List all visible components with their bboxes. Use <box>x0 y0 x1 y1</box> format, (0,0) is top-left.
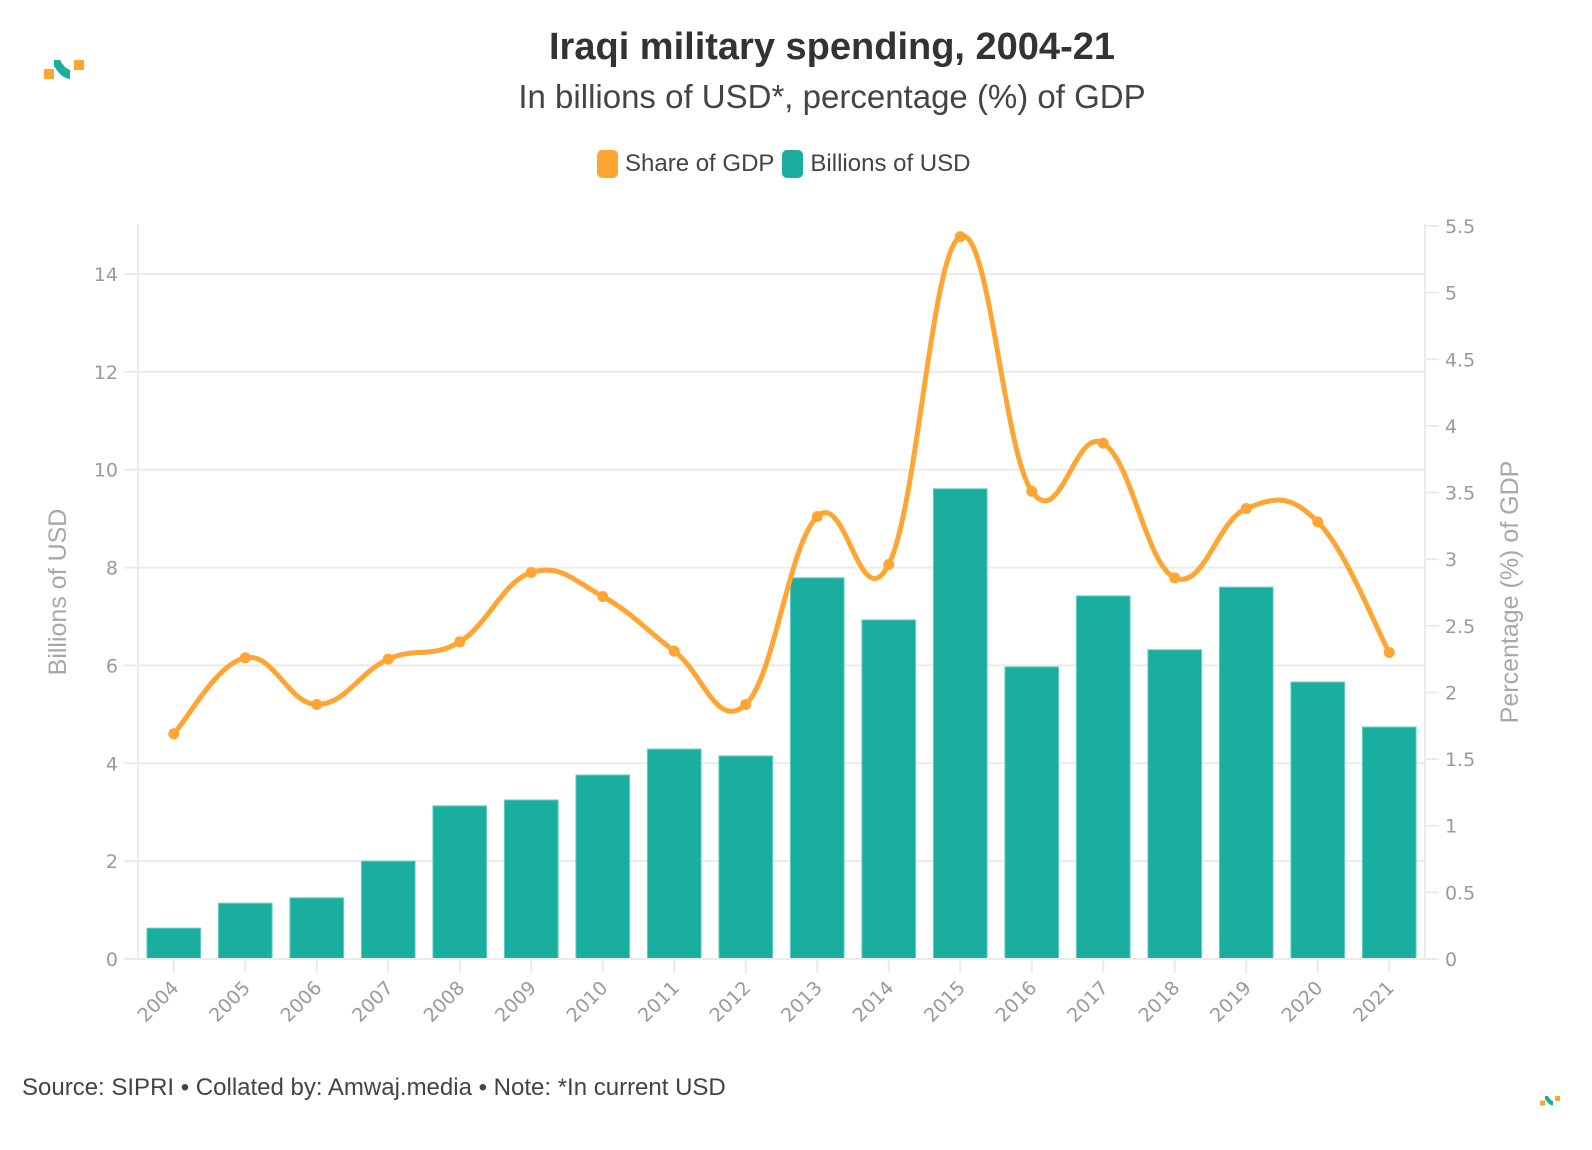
share-of-gdp-line <box>171 233 1392 737</box>
y2-tick-label: 0 <box>1445 949 1457 971</box>
x-tick-label: 2005 <box>205 977 255 1027</box>
point-2015 <box>954 231 966 243</box>
point-2011 <box>668 645 680 657</box>
point-2019 <box>1240 503 1252 515</box>
x-tick-label: 2017 <box>1063 977 1113 1027</box>
y-tick-label: 2 <box>106 851 118 873</box>
bar-2016 <box>1004 666 1060 960</box>
x-tick-label: 2016 <box>992 977 1042 1027</box>
x-tick-label: 2011 <box>634 977 684 1027</box>
y-axis-title: Billions of USD <box>44 509 72 676</box>
y-tick-label: 4 <box>106 753 118 775</box>
legend: Share of GDP Billions of USD <box>597 150 978 178</box>
y-tick-label: 10 <box>94 460 118 482</box>
y2-tick-label: 1.5 <box>1445 749 1475 771</box>
bar-2009 <box>503 799 559 960</box>
x-tick-label: 2015 <box>920 977 970 1027</box>
point-2005 <box>239 652 251 664</box>
y2-tick-label: 2 <box>1445 682 1457 704</box>
bar-2019 <box>1218 586 1274 960</box>
point-2016 <box>1026 485 1038 497</box>
chart-subtitle: In billions of USD*, percentage (%) of G… <box>518 78 1146 115</box>
bar-2012 <box>718 755 774 960</box>
point-2018 <box>1169 572 1181 584</box>
point-2017 <box>1097 437 1109 449</box>
x-tick-label: 2010 <box>563 977 613 1027</box>
x-tick-label: 2021 <box>1349 977 1399 1027</box>
legend-swatch-orange-icon <box>597 150 618 178</box>
legend-label: Billions of USD <box>810 150 971 177</box>
bar-2005 <box>217 902 273 960</box>
y2-tick-label: 3 <box>1445 549 1457 571</box>
bar-2014 <box>861 619 917 960</box>
y2-tick-label: 4 <box>1445 416 1457 438</box>
y2-tick-label: 4.5 <box>1445 349 1475 371</box>
x-tick-label: 2004 <box>134 977 184 1027</box>
point-2009 <box>525 567 537 579</box>
y-tick-label: 14 <box>94 264 118 286</box>
point-2004 <box>168 728 180 740</box>
legend-label: Share of GDP <box>625 150 775 177</box>
x-tick-label: 2012 <box>706 977 756 1027</box>
y2-axis-title: Percentage (%) of GDP <box>1496 461 1524 724</box>
x-tick-label: 2013 <box>777 977 827 1027</box>
y2-tick-label: 0.5 <box>1445 882 1475 904</box>
bar-2010 <box>575 774 631 960</box>
x-tick-label: 2007 <box>348 977 398 1027</box>
legend-item-share-of-gdp[interactable]: Share of GDP <box>597 150 774 178</box>
amwaj-logo-icon <box>44 60 84 79</box>
bar-series <box>146 488 1417 960</box>
point-2014 <box>883 559 895 571</box>
bar-2015 <box>932 488 988 960</box>
source-note: Source: SIPRI • Collated by: Amwaj.media… <box>22 1074 726 1101</box>
gridlines <box>138 273 1425 863</box>
point-2021 <box>1383 646 1395 658</box>
point-2020 <box>1312 516 1324 528</box>
point-2013 <box>811 511 823 523</box>
bar-2017 <box>1075 595 1131 960</box>
legend-swatch-teal-icon <box>782 150 804 178</box>
bar-2013 <box>789 577 845 960</box>
x-tick-label: 2006 <box>277 977 327 1027</box>
legend-item-billions-of-usd[interactable]: Billions of USD <box>782 150 970 178</box>
y-tick-label: 12 <box>94 362 118 384</box>
bar-2004 <box>146 927 202 960</box>
bar-2021 <box>1361 726 1417 960</box>
x-tick-label: 2008 <box>420 977 470 1027</box>
bar-2007 <box>360 860 416 960</box>
line-series <box>168 231 1395 740</box>
y2-tick-label: 1 <box>1445 816 1457 838</box>
point-2012 <box>740 698 752 710</box>
point-2008 <box>454 636 466 648</box>
y2-tick-label: 5.5 <box>1445 216 1475 238</box>
bar-2018 <box>1147 649 1203 960</box>
y2-tick-label: 5 <box>1445 283 1457 305</box>
bar-2008 <box>432 805 488 960</box>
y2-tick-label: 3.5 <box>1445 483 1475 505</box>
amwaj-logo-small-icon <box>1540 1096 1560 1106</box>
point-2007 <box>382 653 394 665</box>
x-tick-label: 2020 <box>1278 977 1328 1027</box>
bar-2011 <box>646 748 702 960</box>
y-tick-label: 0 <box>106 949 118 971</box>
x-tick-label: 2018 <box>1135 977 1185 1027</box>
x-tick-label: 2009 <box>491 977 541 1027</box>
point-2010 <box>597 590 609 602</box>
point-2006 <box>311 698 323 710</box>
x-tick-label: 2014 <box>849 977 899 1027</box>
y2-tick-label: 2.5 <box>1445 616 1475 638</box>
chart-title: Iraqi military spending, 2004-21 <box>549 26 1115 68</box>
y-tick-label: 8 <box>106 558 118 580</box>
bar-2020 <box>1290 681 1346 960</box>
y-tick-label: 6 <box>106 655 118 677</box>
x-tick-label: 2019 <box>1206 977 1256 1027</box>
bar-2006 <box>289 897 345 960</box>
